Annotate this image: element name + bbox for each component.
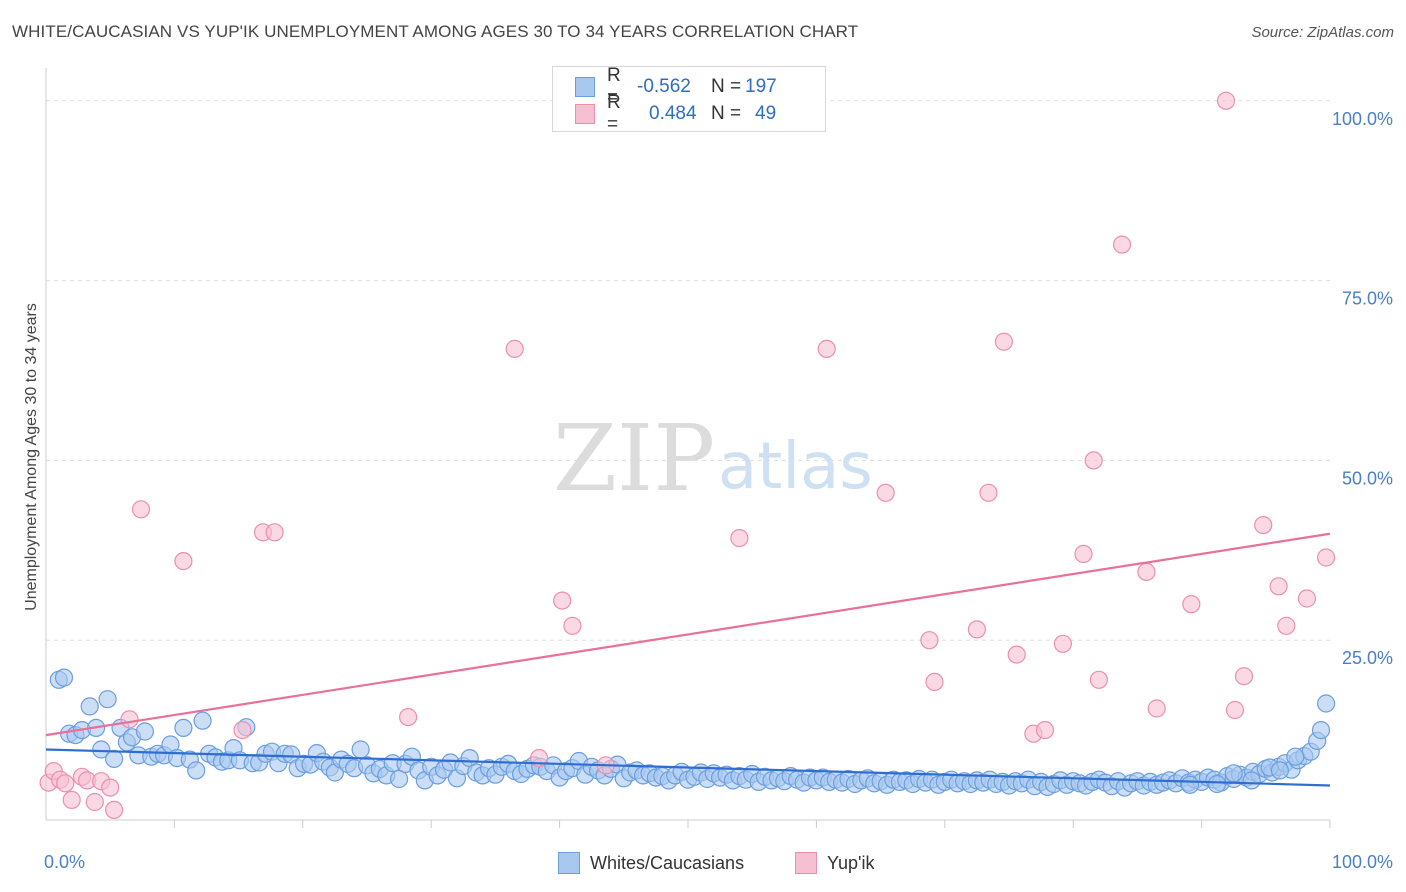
data-point bbox=[925, 672, 944, 692]
legend-label-whites: Whites/Caucasians bbox=[590, 852, 745, 873]
data-point bbox=[563, 616, 582, 635]
data-point bbox=[817, 339, 836, 358]
data-point bbox=[187, 761, 206, 780]
data-point bbox=[193, 711, 212, 730]
y-tick-label: 50.0% bbox=[1342, 468, 1393, 488]
gridlines bbox=[46, 100, 1330, 641]
data-point bbox=[553, 591, 572, 610]
data-point bbox=[101, 778, 120, 797]
data-point bbox=[1147, 699, 1166, 718]
data-point bbox=[174, 718, 193, 738]
watermark-atlas: atlas bbox=[718, 430, 873, 504]
legend-label-yupik: Yup'ik bbox=[827, 852, 875, 873]
x-tick-label: 0.0% bbox=[44, 852, 85, 872]
data-point bbox=[1277, 616, 1296, 635]
data-point bbox=[1084, 451, 1103, 470]
data-point bbox=[1254, 515, 1273, 535]
y-tick-label: 100.0% bbox=[1332, 109, 1393, 129]
data-point bbox=[174, 551, 193, 571]
data-point bbox=[80, 697, 99, 716]
watermark-zip: ZIP bbox=[553, 405, 715, 512]
data-point bbox=[1053, 634, 1073, 653]
y-axis-label: Unemployment Among Ages 30 to 34 years bbox=[23, 303, 40, 611]
data-point bbox=[131, 500, 151, 519]
series-whites-points bbox=[49, 668, 1336, 797]
data-point bbox=[1074, 544, 1093, 564]
data-point bbox=[1269, 577, 1288, 596]
data-point bbox=[920, 631, 939, 650]
x-tick-label: 100.0% bbox=[1332, 852, 1393, 872]
axes bbox=[45, 68, 1331, 828]
bottom-legend-whites[interactable]: Whites/Caucasians bbox=[558, 852, 744, 874]
n-value: 197 bbox=[745, 76, 777, 97]
data-point bbox=[1137, 562, 1156, 582]
data-point bbox=[1316, 694, 1336, 713]
data-point bbox=[1242, 771, 1261, 790]
data-point bbox=[62, 790, 81, 810]
data-point bbox=[351, 740, 370, 759]
data-point bbox=[1089, 670, 1109, 689]
trend-lines bbox=[45, 532, 1331, 787]
data-point bbox=[233, 720, 252, 740]
data-point bbox=[1224, 764, 1243, 783]
data-point bbox=[1316, 548, 1336, 567]
data-point bbox=[1216, 91, 1236, 110]
data-point bbox=[104, 800, 124, 820]
tick-labels: 25.0% 50.0% 75.0% 100.0% 0.0% 100.0% bbox=[44, 109, 1393, 872]
data-point bbox=[1270, 761, 1290, 780]
data-point bbox=[1297, 589, 1317, 608]
legend-row-yupik: R = 0.484 N = 49 bbox=[575, 92, 777, 135]
y-tick-label: 25.0% bbox=[1342, 648, 1393, 668]
pink-swatch bbox=[795, 852, 817, 874]
n-value: 49 bbox=[755, 103, 777, 124]
data-point bbox=[120, 710, 139, 729]
n-label: N = bbox=[711, 76, 742, 97]
data-point bbox=[265, 523, 284, 542]
data-point bbox=[730, 528, 749, 548]
data-point bbox=[994, 332, 1014, 351]
chart-title: WHITE/CAUCASIAN VS YUP'IK UNEMPLOYMENT A… bbox=[12, 22, 859, 41]
data-point bbox=[1180, 775, 1200, 794]
data-point bbox=[1007, 645, 1026, 664]
data-point bbox=[54, 668, 74, 687]
bottom-legend-yupik[interactable]: Yup'ik bbox=[795, 852, 874, 874]
data-point bbox=[85, 792, 104, 812]
data-point bbox=[967, 620, 987, 639]
source-label: Source: ZipAtlas.com bbox=[1251, 24, 1394, 41]
data-point bbox=[1234, 667, 1254, 686]
data-point bbox=[1311, 720, 1331, 740]
data-point bbox=[390, 769, 409, 789]
data-point bbox=[876, 483, 895, 502]
r-value: 0.484 bbox=[649, 103, 697, 124]
n-label: N = bbox=[711, 103, 742, 124]
blue-swatch bbox=[575, 77, 595, 97]
data-point bbox=[1225, 700, 1245, 720]
data-point bbox=[1207, 774, 1227, 794]
series-yupik-points bbox=[39, 91, 1336, 820]
r-value: -0.562 bbox=[637, 76, 691, 97]
r-label: R = bbox=[607, 65, 621, 108]
blue-swatch bbox=[558, 852, 580, 874]
data-point bbox=[1286, 747, 1305, 766]
r-label: R = bbox=[607, 92, 621, 135]
data-point bbox=[98, 690, 117, 709]
data-point bbox=[56, 774, 75, 793]
trend-line bbox=[45, 748, 1331, 787]
data-point bbox=[104, 749, 124, 769]
data-point bbox=[505, 339, 524, 358]
data-point bbox=[92, 740, 111, 759]
data-point bbox=[1182, 595, 1201, 614]
data-point bbox=[135, 722, 154, 741]
y-tick-label: 75.0% bbox=[1342, 289, 1393, 309]
data-point bbox=[1112, 235, 1132, 254]
trend-line bbox=[45, 532, 1331, 737]
pink-swatch bbox=[575, 104, 595, 124]
data-point bbox=[1035, 720, 1055, 740]
data-point bbox=[979, 483, 998, 502]
legend-row-whites: R = -0.562 N = 197 bbox=[575, 65, 777, 108]
stats-legend: R = -0.562 N = 197 R = 0.484 N = 49 bbox=[552, 65, 826, 135]
data-point bbox=[399, 707, 418, 727]
